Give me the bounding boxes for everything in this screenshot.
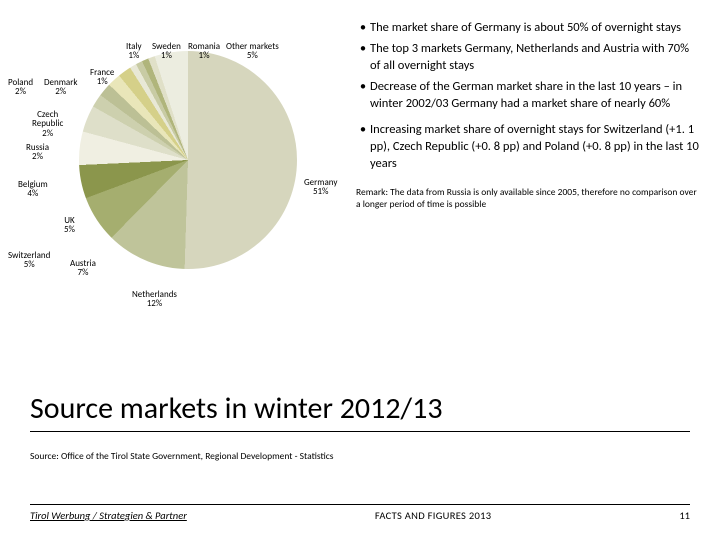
pie-slice-label: Other markets5%	[226, 42, 279, 61]
pie-slice-label: Italy1%	[126, 42, 142, 61]
bullet-dot-icon: •	[356, 122, 370, 173]
bullet-dot-icon: •	[356, 20, 370, 37]
slide: Germany51% Netherlands12% Austria7% Switzer…	[0, 0, 720, 540]
pie-slice-label: Russia2%	[26, 143, 49, 162]
bullet-dot-icon: •	[356, 41, 370, 75]
footer-left: Tirol Werbung / Strategien & Partner	[30, 509, 187, 522]
bullet-text: Decrease of the German market share in t…	[370, 79, 700, 113]
bullet-item: •Increasing market share of overnight st…	[356, 122, 700, 173]
bullet-dot-icon: •	[356, 79, 370, 113]
bullet-item: •Decrease of the German market share in …	[356, 79, 700, 113]
bullet-list: •The market share of Germany is about 50…	[348, 10, 700, 320]
source-line: Source: Office of the Tirol State Govern…	[30, 450, 334, 462]
title-block: Source markets in winter 2012/13	[30, 390, 690, 432]
remark-text: Remark: The data from Russia is only ava…	[356, 187, 700, 211]
pie-chart-area: Germany51% Netherlands12% Austria7% Switzer…	[8, 10, 348, 310]
pie-slice-label: Switzerland5%	[8, 251, 50, 270]
page-number: 11	[679, 509, 690, 522]
pie-slice-label: Belgium4%	[18, 180, 48, 199]
pie-slice-label: Poland2%	[8, 78, 33, 97]
title-rule	[30, 431, 690, 432]
pie-slice-label: Sweden1%	[152, 42, 181, 61]
pie-slice-label: Austria7%	[70, 259, 96, 278]
pie-slice-label: UK5%	[64, 216, 75, 235]
footer: Tirol Werbung / Strategien & Partner FAC…	[30, 504, 690, 522]
top-row: Germany51% Netherlands12% Austria7% Switzer…	[0, 0, 720, 320]
pie-slice-label: Netherlands12%	[132, 290, 177, 309]
pie-slice-label: Denmark2%	[44, 78, 77, 97]
bullet-text: Increasing market share of overnight sta…	[370, 122, 700, 173]
bullet-item: •The market share of Germany is about 50…	[356, 20, 700, 37]
bullet-item: •The top 3 markets Germany, Netherlands …	[356, 41, 700, 75]
slide-title: Source markets in winter 2012/13	[30, 390, 690, 427]
bullet-text: The market share of Germany is about 50%…	[370, 20, 681, 37]
pie-slice-label: France1%	[90, 68, 114, 87]
footer-mid: FACTS AND FIGURES 2013	[375, 509, 491, 522]
bullet-text: The top 3 markets Germany, Netherlands a…	[370, 41, 700, 75]
pie-slice-label: CzechRepublic2%	[32, 110, 63, 138]
pie-slice-label: Romania1%	[188, 42, 220, 61]
pie-slice-label: Germany51%	[304, 178, 337, 197]
